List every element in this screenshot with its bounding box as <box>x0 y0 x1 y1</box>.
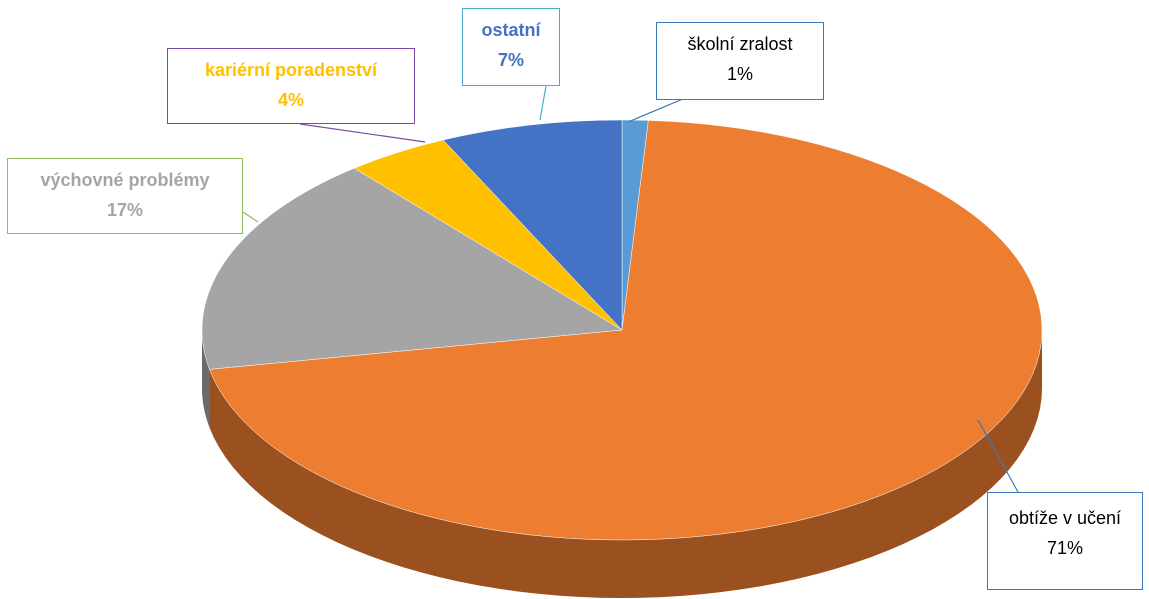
slice-side-shade <box>209 330 1043 598</box>
slice <box>209 120 1043 541</box>
data-label: obtíže v učení 71% <box>987 492 1143 590</box>
value-label: 1% <box>726 64 753 84</box>
value-label: 4% <box>277 90 304 110</box>
data-label: školní zralost 1% <box>656 22 824 100</box>
slice <box>442 119 623 331</box>
data-label: výchovné problémy 17% <box>7 158 243 234</box>
category-label: kariérní poradenství <box>204 60 378 80</box>
slice <box>201 167 623 370</box>
category-label: výchovné problémy <box>40 170 210 190</box>
data-label: ostatní 7% <box>462 8 560 86</box>
value-label: 7% <box>497 50 524 70</box>
leader-line <box>977 419 1019 493</box>
slice-side <box>202 330 210 428</box>
data-label: kariérní poradenství 4% <box>167 48 415 124</box>
value-label: 71% <box>1046 538 1084 558</box>
leader-line <box>299 123 426 143</box>
slice-side <box>209 330 1043 598</box>
leader-line <box>242 211 259 223</box>
category-label: školní zralost <box>687 34 793 54</box>
category-label: obtíže v učení <box>1008 508 1122 528</box>
leader-line <box>627 95 691 123</box>
category-label: ostatní <box>481 20 541 40</box>
leader-line <box>539 85 547 121</box>
slice-side-shade <box>202 330 210 428</box>
value-label: 17% <box>106 200 144 220</box>
